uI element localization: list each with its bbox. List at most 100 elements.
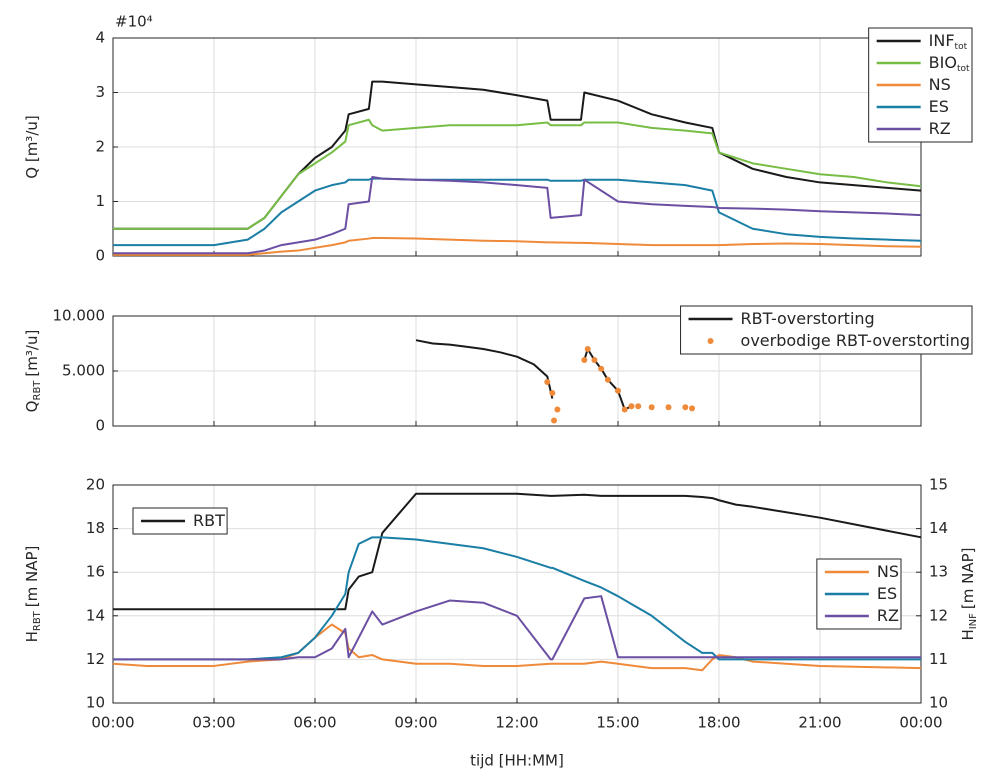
y-axis-label: QRBT [m³/u] (23, 330, 44, 413)
legend-label: RBT (193, 511, 225, 530)
legend-name: BIO (929, 53, 957, 72)
y-tick-label: 12 (86, 650, 105, 668)
scatter-point (598, 365, 605, 372)
y-axis-label-subscript: RBT (32, 610, 43, 631)
y-axis-label-unit: [m NAP] (23, 546, 41, 608)
x-tick-label: 15:00 (596, 714, 639, 732)
y2-tick-label: 10 (929, 694, 948, 712)
scatter-point (549, 390, 556, 396)
y2-tick-label: 14 (929, 519, 948, 537)
legend-label: NS (929, 75, 951, 94)
legend-label: ES (877, 584, 897, 603)
y-tick-label: 10.000 (53, 307, 106, 325)
legend-name: INF (929, 31, 955, 50)
y2-axis-label-unit: [m NAP] (959, 547, 977, 609)
x-tick-label: 18:00 (697, 714, 740, 732)
legend-label: RZ (929, 119, 951, 138)
legend-name: NS (877, 562, 899, 581)
y-tick-label: 14 (86, 606, 105, 624)
y2-tick-label: 15 (929, 476, 948, 494)
legend-name: RZ (877, 606, 899, 625)
series-line (113, 492, 922, 611)
legend-name: ES (929, 97, 949, 116)
y-tick-label: 10 (86, 694, 105, 712)
legend-name: ES (877, 584, 897, 603)
y2-tick-label: 11 (929, 650, 948, 668)
y-tick-label: 20 (86, 476, 105, 494)
y-tick-label: 18 (86, 519, 105, 537)
plot-frame (112, 484, 922, 704)
scatter-point (591, 357, 598, 363)
y-axis-label-main: H (23, 631, 41, 642)
y2-axis-label-subscript: INF (968, 613, 979, 629)
series-line (113, 118, 922, 230)
scatter-point (615, 387, 621, 394)
legend-name: RZ (929, 119, 951, 138)
x-tick-label: 12:00 (495, 714, 538, 732)
plot-frame (112, 37, 922, 257)
y-axis-label: HRBT [m NAP] (23, 546, 44, 643)
scatter-point (648, 404, 655, 411)
x-tick-label: 03:00 (192, 714, 235, 732)
x-tick-label: 09:00 (394, 714, 437, 732)
y-axis-label-main: Q (23, 401, 41, 413)
legend-name: RBT (193, 511, 225, 530)
legend-label: BIOtot (929, 53, 970, 74)
exponent-label: #10⁴ (115, 13, 153, 31)
legend-label: RZ (877, 606, 899, 625)
scatter-point (665, 404, 672, 411)
y-tick-label: 3 (95, 83, 105, 101)
y-tick-label: 0 (95, 417, 105, 435)
legend-marker (707, 338, 714, 344)
scatter-point (621, 406, 628, 413)
series-line (113, 237, 922, 256)
legend-label: overbodige RBT-overstorting (741, 331, 970, 350)
legend-subscript: tot (955, 42, 968, 52)
scatter-point (584, 346, 591, 352)
scatter-point (628, 403, 635, 410)
legend-name: NS (929, 75, 951, 94)
y-tick-label: 16 (86, 563, 105, 581)
scatter-point (604, 376, 611, 383)
legend-box (680, 305, 973, 355)
series-line (113, 175, 922, 255)
x-tick-label: 00:00 (91, 714, 134, 732)
scatter-point (544, 379, 551, 385)
scatter-point (689, 405, 696, 412)
legend: NS ES RZ (816, 558, 902, 630)
y2-tick-label: 12 (929, 606, 948, 624)
x-axis-label: tijd [HH:MM] (470, 752, 564, 770)
y-axis-label: Q [m³/u] (23, 115, 41, 178)
x-tick-label: 00:00 (899, 714, 942, 732)
series-line (113, 177, 922, 247)
y2-tick-label: 13 (929, 563, 948, 581)
legend-label: RBT-overstorting (741, 309, 875, 328)
plot-frame (112, 315, 922, 427)
legend-name: RBT-overstorting (741, 309, 875, 328)
legend-label: INFtot (929, 31, 968, 52)
scatter-point (551, 417, 558, 424)
y2-axis-label: HINF [m NAP] (959, 547, 980, 640)
y-tick-label: 5.000 (62, 362, 105, 380)
series-line (113, 536, 921, 661)
scatter-point (635, 403, 642, 410)
y-tick-label: 0 (95, 247, 105, 265)
y2-axis-label-main: H (959, 629, 977, 640)
y-axis-label-main: Q [m³/u] (23, 115, 41, 178)
y-axis-label-subscript: RBT (32, 380, 43, 401)
legend-label: ES (929, 97, 949, 116)
legend: RBT (132, 507, 228, 535)
y-tick-label: 4 (95, 29, 105, 47)
legend: RBT-overstorting overbodige RBT-overstort… (680, 305, 973, 355)
y-tick-label: 1 (95, 192, 105, 210)
series-line (113, 595, 921, 661)
scatter-point (581, 357, 588, 363)
legend-label: NS (877, 562, 899, 581)
scatter-point (682, 404, 689, 411)
y-axis-label-unit: [m³/u] (23, 330, 41, 377)
legend-subscript: tot (957, 64, 970, 74)
x-tick-label: 06:00 (293, 714, 336, 732)
x-tick-label: 21:00 (798, 714, 841, 732)
